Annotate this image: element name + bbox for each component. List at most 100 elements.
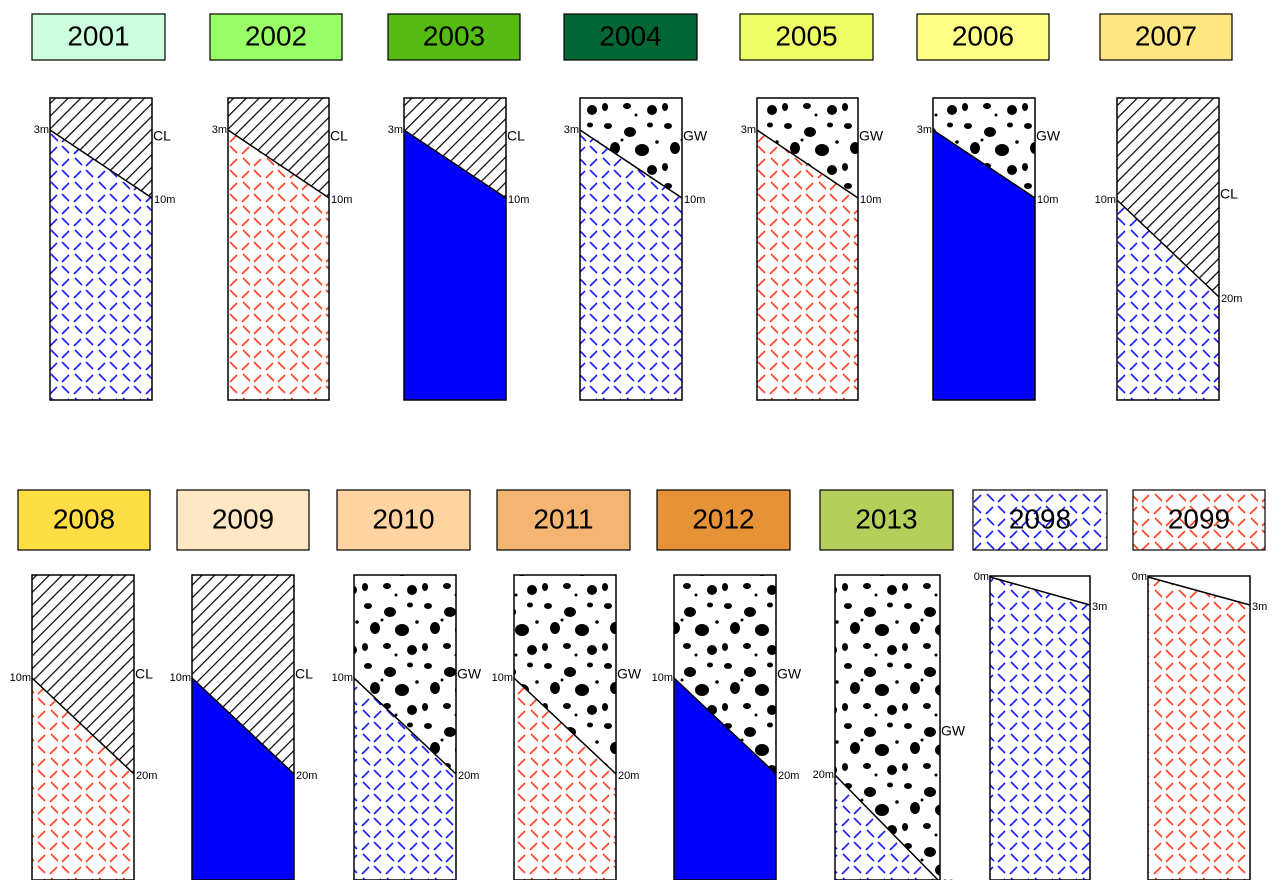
top-depth: 10m [1095, 194, 1116, 206]
bottom-depth: 10m [331, 194, 352, 206]
upper-layer [1117, 98, 1219, 297]
bottom-depth: 10m [684, 194, 705, 206]
layer-boundary [932, 129, 1036, 199]
soil-code: CL [135, 666, 153, 682]
column-border [227, 97, 330, 401]
upper-layer [933, 98, 1035, 198]
soil-code: CL [507, 128, 525, 144]
bottom-depth: 10m [154, 194, 175, 206]
upper-layer [674, 575, 776, 774]
column-border [579, 97, 683, 401]
top-depth: 10m [170, 672, 191, 684]
top-depth: 20m [813, 769, 834, 781]
layer-boundary [1116, 199, 1220, 298]
top-depth: 3m [212, 124, 227, 136]
bottom-depth: 20m [136, 770, 157, 782]
top-depth: 3m [741, 124, 756, 136]
year-label: 2012 [692, 503, 754, 534]
bottom-depth: 20m [296, 770, 317, 782]
bottom-depth: 10m [508, 194, 529, 206]
label-box [656, 489, 791, 551]
top-depth: 10m [492, 672, 513, 684]
column-border [834, 574, 941, 880]
year-label: 2004 [599, 20, 661, 51]
soil-code: GW [683, 128, 708, 144]
column-border [191, 574, 295, 880]
label-box [387, 13, 521, 61]
layer-boundary [989, 576, 1091, 606]
year-label: 2008 [53, 503, 115, 534]
upper-layer [50, 98, 152, 198]
bottom-depth: 10m [1037, 194, 1058, 206]
top-depth: 3m [917, 124, 932, 136]
upper-layer [228, 98, 329, 198]
column-border [31, 574, 135, 880]
top-depth: 10m [652, 672, 673, 684]
top-depth: 0m [1132, 571, 1147, 583]
soil-code: GW [457, 666, 482, 682]
layer-boundary [756, 129, 859, 199]
bottom-depth: 3m [1092, 601, 1107, 613]
label-box [496, 489, 631, 551]
column-border [513, 574, 617, 880]
column-border [989, 575, 1091, 880]
column-border [49, 97, 153, 401]
layer-boundary [227, 129, 330, 199]
bottom-depth: 20m [1221, 293, 1242, 305]
layer-boundary [49, 129, 153, 199]
label-box [739, 13, 874, 61]
label-box [1099, 13, 1233, 61]
upper-layer [580, 98, 682, 198]
column-border [1147, 575, 1251, 880]
bottom-depth: 30m [942, 878, 963, 880]
year-label: 2098 [1009, 503, 1071, 534]
year-label: 2002 [245, 20, 307, 51]
top-depth: 3m [564, 124, 579, 136]
column-border [1116, 97, 1220, 401]
layer-boundary [834, 774, 940, 880]
label-box [916, 13, 1050, 61]
soil-code: GW [859, 128, 884, 144]
layer-boundary [1147, 576, 1251, 606]
layer-boundary [31, 677, 135, 775]
year-label: 2003 [423, 20, 485, 51]
year-label: 2007 [1135, 20, 1197, 51]
lower-layer [990, 576, 1090, 880]
layer-boundary [191, 677, 295, 775]
top-depth: 10m [10, 672, 31, 684]
column-border [353, 574, 457, 880]
column-border [673, 574, 777, 880]
year-label: 2011 [533, 503, 593, 534]
bottom-depth: 20m [618, 770, 639, 782]
column-border [403, 97, 507, 401]
upper-layer [835, 575, 940, 880]
bottom-depth: 20m [778, 770, 799, 782]
soil-code: GW [941, 723, 966, 739]
upper-layer [32, 575, 134, 774]
layer-boundary [403, 129, 507, 199]
year-label: 2010 [372, 503, 434, 534]
upper-layer [192, 575, 294, 774]
soil-code: GW [1036, 128, 1061, 144]
bottom-depth: 10m [860, 194, 881, 206]
soil-code: GW [777, 666, 802, 682]
layer-boundary [579, 129, 683, 199]
label-box [819, 489, 954, 551]
label-box [17, 489, 151, 551]
soil-code: CL [1220, 186, 1238, 202]
label-box [336, 489, 471, 551]
column-border [932, 97, 1036, 401]
year-label: 2009 [212, 503, 274, 534]
upper-layer [514, 575, 616, 774]
year-label: 2001 [67, 20, 129, 51]
soil-code: CL [295, 666, 313, 682]
label-box [1132, 489, 1266, 551]
upper-layer [354, 575, 456, 774]
top-depth: 3m [34, 124, 49, 136]
layer-boundary [673, 677, 777, 775]
bottom-depth: 3m [1252, 601, 1267, 613]
lower-layer [1148, 576, 1250, 880]
year-label: 2099 [1168, 503, 1230, 534]
upper-layer [404, 98, 506, 198]
